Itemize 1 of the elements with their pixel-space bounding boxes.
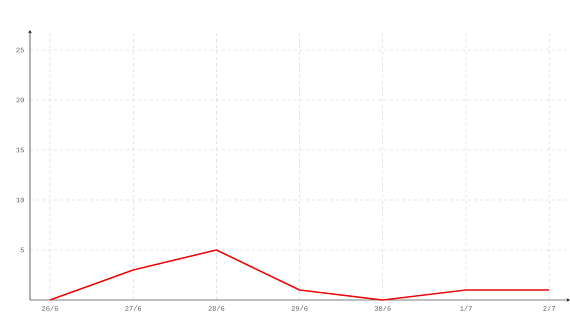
line-series [49, 249, 550, 301]
